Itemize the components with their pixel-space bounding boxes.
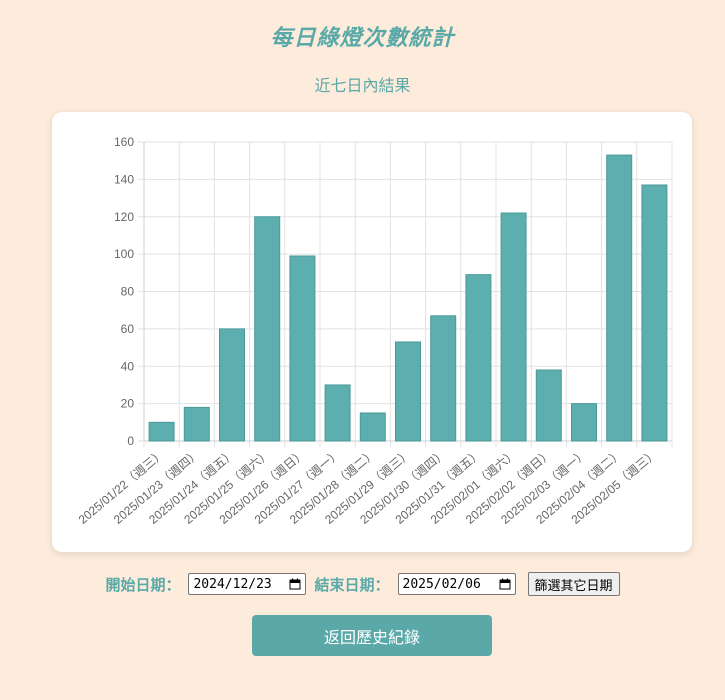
bar xyxy=(359,412,386,442)
page-subtitle: 近七日內結果 xyxy=(314,76,411,95)
bar xyxy=(571,403,597,442)
bar xyxy=(289,255,316,442)
end-date-label: 結束日期： xyxy=(314,575,390,594)
end-date-value: 2025/02/06 xyxy=(402,576,481,592)
bar xyxy=(535,369,562,442)
y-tick-label: 80 xyxy=(121,285,135,299)
y-tick-label: 120 xyxy=(114,210,134,224)
bar xyxy=(324,384,351,442)
start-date-label: 開始日期： xyxy=(105,575,181,594)
y-tick-label: 20 xyxy=(121,397,135,411)
y-tick-label: 40 xyxy=(121,359,135,373)
calendar-icon[interactable] xyxy=(499,578,511,590)
start-date-input[interactable]: 2024/12/23 xyxy=(188,573,307,595)
bar xyxy=(606,154,633,442)
filter-other-dates-button[interactable]: 篩選其它日期 xyxy=(527,572,620,596)
page-title: 每日綠燈次數統計 xyxy=(270,26,455,51)
bar xyxy=(254,216,281,442)
chart-card: 0 20 40 60 80 100 120 140 160 2025/01/22（週三） 2025/… xyxy=(52,112,692,552)
bar xyxy=(183,406,210,442)
start-date-value: 2024/12/23 xyxy=(193,576,272,592)
y-tick-label: 140 xyxy=(114,172,134,186)
bar xyxy=(430,315,457,442)
bar xyxy=(500,212,527,442)
bar xyxy=(219,328,245,442)
bar xyxy=(641,184,668,442)
bar-chart: 0204060801001201401602025/01/22（週三）2025/… xyxy=(76,135,673,527)
back-to-history-button[interactable]: 返回歷史紀錄 xyxy=(252,615,492,656)
y-tick-label: 100 xyxy=(114,247,134,261)
end-date-input[interactable]: 2025/02/06 xyxy=(397,573,516,595)
calendar-icon[interactable] xyxy=(289,578,301,590)
y-tick-label: 60 xyxy=(121,322,135,336)
bar xyxy=(148,421,175,442)
bar xyxy=(395,341,421,442)
date-filter-bar: 開始日期： 2024/12/23 結束日期： 2025/02/06 篩選其它日期 xyxy=(0,572,725,596)
bar xyxy=(465,274,492,442)
y-tick-label: 0 xyxy=(127,434,134,448)
y-tick-label: 160 xyxy=(114,135,134,149)
